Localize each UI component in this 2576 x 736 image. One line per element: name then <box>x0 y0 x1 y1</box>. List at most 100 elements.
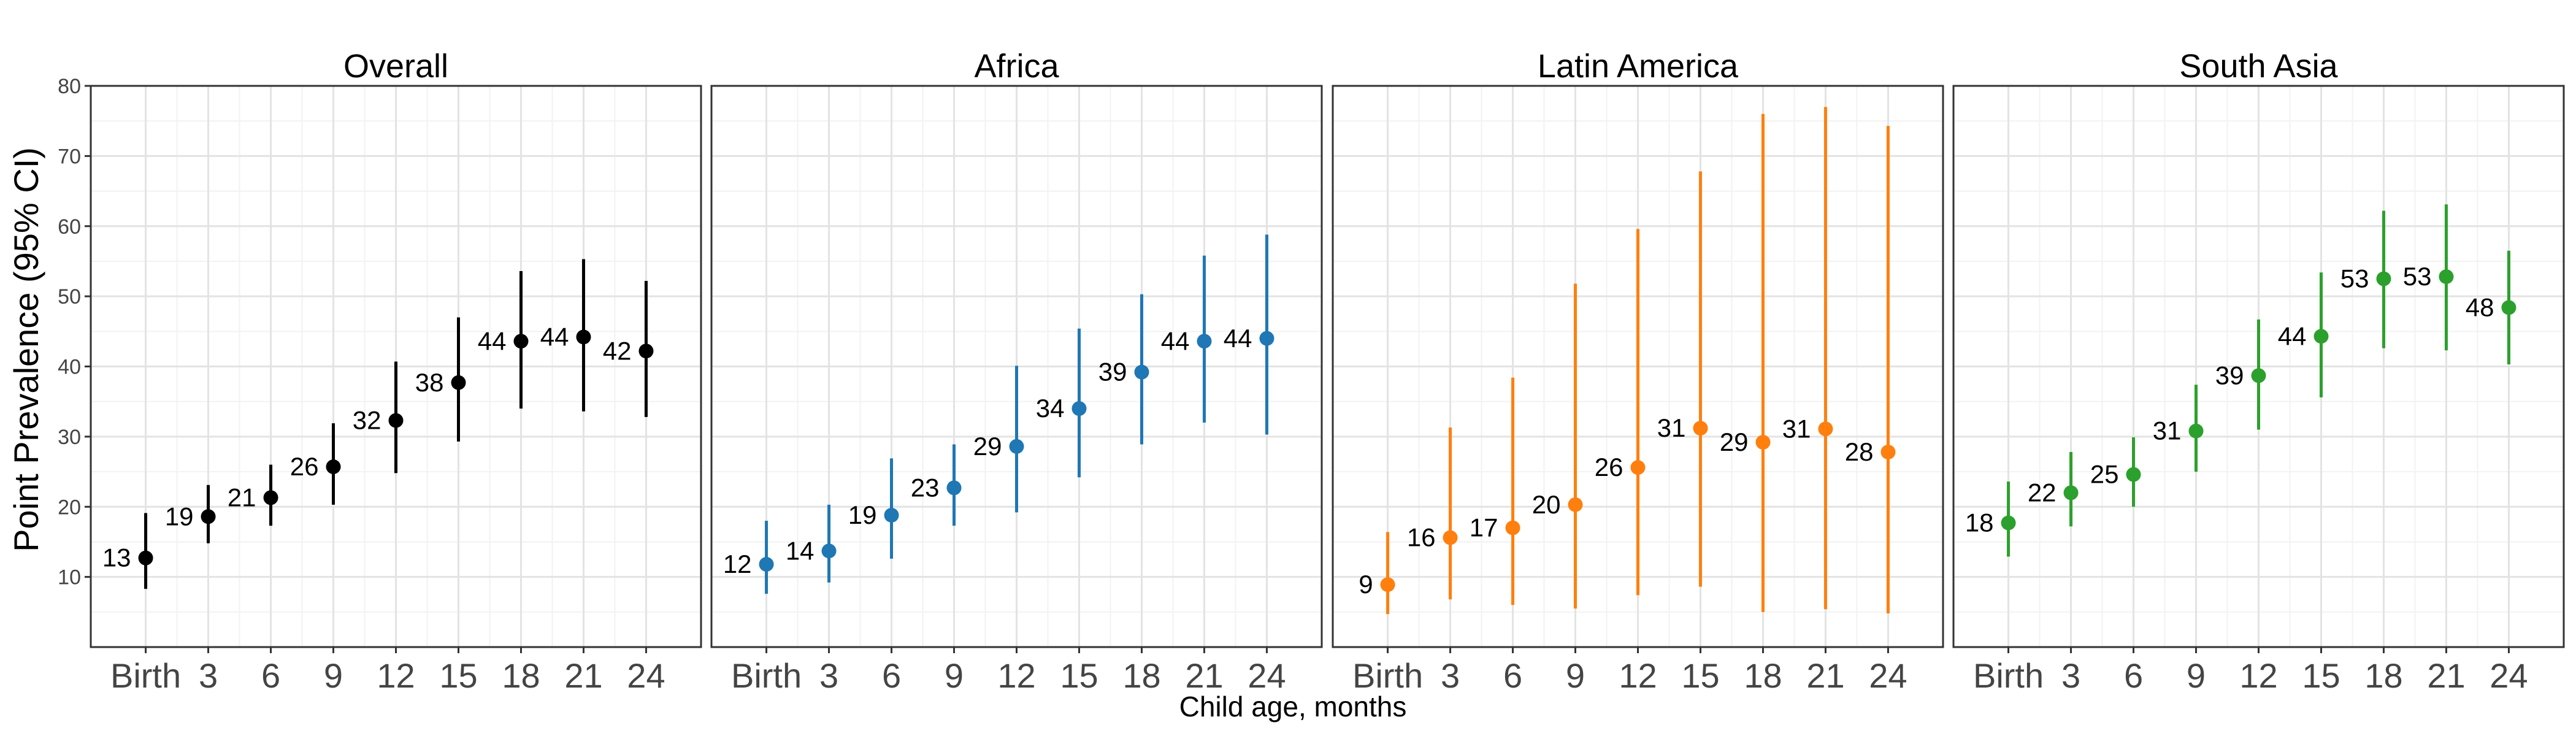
estimate-point <box>638 343 654 359</box>
estimate-point <box>2001 515 2016 531</box>
point-value-label: 26 <box>290 452 319 481</box>
x-axis-title: Child age, months <box>1179 691 1407 723</box>
panel-africa: Africa Birth 3 6 9 12 15 18 21 24 12 14 19 23 29 34 39 44… <box>710 48 1323 695</box>
point-value-label: 31 <box>1657 413 1686 442</box>
estimate-point <box>1009 439 1024 454</box>
estimate-point <box>821 543 837 559</box>
y-tick-label: 10 <box>58 566 81 589</box>
estimate-point <box>1443 530 1458 545</box>
point-value-label: 29 <box>1720 427 1749 456</box>
x-tick-label: 12 <box>997 656 1035 695</box>
x-tick-label: 3 <box>199 656 218 695</box>
estimate-point <box>263 490 278 505</box>
panel-title: Overall <box>343 48 448 85</box>
estimate-point <box>2376 271 2391 286</box>
x-tick-label: 15 <box>2302 656 2340 695</box>
x-tick-label: 6 <box>2124 656 2143 695</box>
x-tick-label: Birth <box>1352 656 1423 695</box>
estimate-point <box>1568 497 1583 512</box>
x-tick-label: 24 <box>1869 656 1907 695</box>
point-value-label: 12 <box>723 550 752 578</box>
y-tick-label: 80 <box>58 75 81 98</box>
x-tick-label: 18 <box>1744 656 1782 695</box>
point-value-label: 31 <box>2153 416 2182 445</box>
estimate-point <box>1380 577 1395 592</box>
x-tick-label: 9 <box>324 656 343 695</box>
point-value-label: 44 <box>540 322 569 351</box>
point-value-label: 22 <box>2028 478 2057 507</box>
point-value-label: 21 <box>228 483 256 512</box>
point-value-label: 29 <box>973 432 1002 461</box>
point-value-label: 44 <box>1224 324 1252 353</box>
point-value-label: 16 <box>1407 523 1436 552</box>
estimate-point <box>1880 445 1896 460</box>
estimate-point <box>2439 269 2454 285</box>
x-tick-label: 3 <box>2061 656 2080 695</box>
estimate-point <box>2063 485 2079 500</box>
point-value-label: 44 <box>1161 326 1190 355</box>
point-value-label: 19 <box>848 500 877 529</box>
point-value-label: 31 <box>1782 414 1811 443</box>
estimate-point <box>2251 368 2266 383</box>
panel-overall: Overall Birth 3 6 9 12 15 18 21 24 10 20 30 40 50 60 70 8… <box>58 48 702 695</box>
point-value-label: 32 <box>353 406 381 435</box>
estimate-point <box>946 480 962 496</box>
estimate-point <box>388 413 404 428</box>
x-tick-label: 18 <box>2364 656 2402 695</box>
x-tick-label: 21 <box>1806 656 1844 695</box>
panel-latin-america: Latin America Birth 3 6 9 12 15 18 21 24 9 16 17 20 26… <box>1332 48 1944 695</box>
y-tick-label: 40 <box>58 356 81 379</box>
point-value-label: 23 <box>911 473 940 502</box>
estimate-point <box>1505 520 1520 535</box>
x-tick-label: Birth <box>110 656 181 695</box>
x-tick-label: 12 <box>2239 656 2277 695</box>
point-value-label: 26 <box>1595 453 1623 481</box>
estimate-point <box>1134 364 1149 380</box>
x-tick-label: 15 <box>1681 656 1719 695</box>
x-tick-label: 3 <box>1441 656 1460 695</box>
panel-title: South Asia <box>2179 48 2338 85</box>
x-tick-label: 18 <box>1122 656 1160 695</box>
x-tick-label: Birth <box>731 656 802 695</box>
x-tick-label: 9 <box>945 656 964 695</box>
x-tick-label: Birth <box>1973 656 2044 695</box>
y-tick-label: 30 <box>58 426 81 449</box>
point-value-label: 25 <box>2090 460 2119 489</box>
x-tick-label: 21 <box>564 656 602 695</box>
point-value-label: 34 <box>1036 394 1065 423</box>
x-tick-label: 6 <box>261 656 280 695</box>
estimate-point <box>2313 329 2329 344</box>
estimate-point <box>138 550 153 565</box>
point-value-label: 13 <box>102 543 131 572</box>
y-tick-label: 70 <box>58 145 81 168</box>
x-tick-label: 12 <box>377 656 415 695</box>
x-tick-label: 15 <box>1060 656 1098 695</box>
point-value-label: 20 <box>1532 490 1561 519</box>
point-value-label: 39 <box>1098 358 1127 386</box>
y-tick-label: 60 <box>58 215 81 239</box>
x-tick-label: 24 <box>1248 656 1286 695</box>
estimate-point <box>1818 421 1833 437</box>
x-tick-label: 15 <box>439 656 477 695</box>
estimate-point <box>759 557 774 572</box>
point-value-label: 19 <box>165 502 194 531</box>
point-value-label: 14 <box>786 536 815 565</box>
x-tick-label: 18 <box>502 656 540 695</box>
x-tick-label: 24 <box>2490 656 2528 695</box>
estimate-point <box>2126 467 2141 482</box>
panel-south-asia: South Asia Birth 3 6 9 12 15 18 21 24 18 22 25 31 39 44… <box>1952 48 2565 695</box>
estimate-point <box>451 375 466 390</box>
estimate-point <box>576 329 591 345</box>
estimate-point <box>2501 300 2517 315</box>
estimate-point <box>1755 435 1771 450</box>
panel-title: Africa <box>974 48 1059 85</box>
x-tick-label: 9 <box>2187 656 2206 695</box>
estimate-point <box>2188 423 2204 439</box>
panel-title: Latin America <box>1538 48 1739 85</box>
point-value-label: 53 <box>2403 262 2432 291</box>
point-value-label: 44 <box>2278 321 2307 350</box>
y-tick-label: 50 <box>58 285 81 309</box>
x-tick-label: 21 <box>1185 656 1223 695</box>
estimate-point <box>513 334 529 349</box>
point-value-label: 42 <box>603 336 632 365</box>
